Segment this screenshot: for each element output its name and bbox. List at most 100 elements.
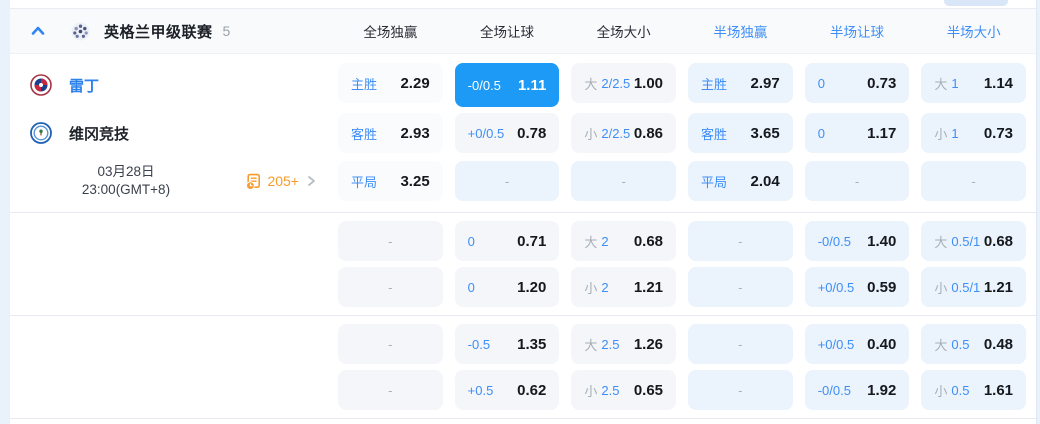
away-team-row: 维冈竞技 客胜 2.93 +0/0.5 0.78 小 2/2.5 0.86 客胜 … (10, 109, 1036, 157)
league-header-row: 英格兰甲级联赛 5 全场独赢 全场让球 全场大小 半场独赢 半场让球 半场大小 (10, 9, 1036, 54)
odds-cell[interactable]: 小 0.5 1.61 (921, 370, 1027, 410)
odds-value: 2.93 (400, 124, 430, 142)
odds-label: 0.5 (951, 336, 970, 352)
empty-odds: - (738, 279, 743, 295)
side-label: 小 (934, 126, 948, 142)
odds-label: 0 (817, 75, 825, 91)
col-header-ft-1x2: 全场独赢 (363, 25, 418, 40)
odds-value: 0.73 (867, 74, 897, 92)
empty-odds: - (738, 382, 743, 398)
odds-cell[interactable]: 0 1.20 (454, 267, 560, 307)
chevron-right-icon (304, 174, 318, 188)
odds-label: 主胜 (701, 76, 728, 92)
empty-odds: - (388, 279, 393, 295)
odds-value: 3.25 (400, 172, 430, 190)
col-header-ft-handicap: 全场让球 (480, 25, 534, 40)
odds-label: 2.5 (601, 336, 620, 352)
odds-cell-empty: - (688, 324, 793, 364)
odds-cell[interactable]: 主胜 2.29 (338, 63, 443, 103)
odds-cell-selected[interactable]: -0/0.5 1.11 (454, 63, 560, 107)
empty-odds: - (854, 173, 860, 189)
odds-value: 3.65 (750, 124, 780, 142)
home-team-name[interactable]: 雷丁 (69, 77, 100, 95)
odds-label: 2/2.5 (601, 125, 631, 141)
odds-value: 2.04 (750, 172, 780, 190)
league-match-count: 5 (222, 23, 231, 39)
empty-odds: - (388, 336, 393, 352)
odds-cell[interactable]: 大 0.5 0.48 (921, 324, 1027, 364)
odds-cell[interactable]: 平局 3.25 (338, 161, 443, 201)
match-datetime: 03月28日 23:00(GMT+8) (60, 163, 192, 199)
odds-row: - -0.5 1.35 大 2.5 1.26 - +0/0.5 0.40 大 0.5… (10, 321, 1036, 367)
odds-label: 2 (601, 279, 609, 295)
odds-cell[interactable]: 大 2.5 1.26 (571, 324, 677, 364)
side-label: 小 (934, 280, 948, 296)
league-logo-icon (70, 21, 91, 42)
odds-cell[interactable]: +0.5 0.62 (454, 370, 560, 410)
odds-cell[interactable]: -0.5 1.35 (454, 324, 560, 364)
odds-cell[interactable]: -0/0.5 1.92 (804, 370, 910, 410)
odds-label: 0 (467, 233, 475, 249)
odds-label: +0/0.5 (817, 336, 855, 352)
empty-odds: - (738, 233, 743, 249)
empty-odds: - (504, 173, 510, 189)
odds-label: -0/0.5 (817, 233, 851, 249)
odds-cell[interactable]: +0/0.5 0.40 (804, 324, 910, 364)
collapse-chevron-up-icon[interactable] (28, 21, 48, 41)
more-markets-button[interactable]: 205+ (245, 173, 318, 190)
side-label: 大 (584, 234, 598, 250)
odds-cell-empty: - (804, 161, 910, 201)
odds-cell[interactable]: 小 2/2.5 0.86 (571, 113, 677, 153)
odds-cell[interactable]: 主胜 2.97 (688, 63, 793, 103)
empty-odds: - (388, 233, 393, 249)
odds-cell[interactable]: -0/0.5 1.40 (804, 221, 910, 261)
col-header-ht-1x2: 半场独赢 (713, 25, 768, 40)
odds-cell[interactable]: 0 1.17 (804, 113, 910, 153)
league-name: 英格兰甲级联赛 (104, 23, 213, 41)
odds-value: 1.11 (517, 76, 547, 94)
odds-label: 0.5 (951, 382, 970, 398)
odds-cell[interactable]: 小 2.5 0.65 (571, 370, 677, 410)
odds-cell[interactable]: 平局 2.04 (688, 161, 793, 201)
odds-value: 0.68 (633, 232, 664, 250)
odds-cell[interactable]: 大 0.5/1 0.68 (921, 221, 1027, 261)
odds-row: - +0.5 0.62 小 2.5 0.65 - -0/0.5 1.92 小 0.5… (10, 367, 1036, 413)
scroll-pill (944, 0, 1008, 6)
odds-label: +0.5 (467, 382, 494, 398)
side-label: 小 (584, 126, 598, 142)
odds-value: 0.78 (517, 124, 547, 142)
col-header-ht-handicap: 半场让球 (830, 25, 885, 40)
away-team-name[interactable]: 维冈竞技 (69, 125, 130, 143)
odds-cell[interactable]: 客胜 2.93 (338, 113, 443, 153)
card-bottom-border (10, 418, 1036, 419)
alt-odds-block-2: - -0.5 1.35 大 2.5 1.26 - +0/0.5 0.40 大 0.5… (10, 316, 1036, 418)
odds-cell[interactable]: 大 2/2.5 1.00 (571, 63, 677, 103)
odds-cell-empty: - (688, 221, 793, 261)
odds-cell[interactable]: 客胜 3.65 (688, 113, 793, 153)
odds-value: 1.92 (867, 381, 897, 399)
odds-label: 平局 (351, 174, 378, 190)
home-team-logo-icon (30, 74, 52, 96)
odds-value: 1.61 (983, 381, 1014, 399)
odds-label: 2 (601, 233, 609, 249)
odds-value: 0.68 (983, 232, 1014, 250)
odds-cell[interactable]: +0/0.5 0.78 (454, 113, 560, 153)
odds-value: 0.48 (983, 335, 1014, 353)
odds-value: 0.40 (867, 335, 897, 353)
side-label: 小 (934, 383, 948, 399)
section-divider (10, 212, 1036, 213)
odds-value: 2.97 (750, 74, 780, 92)
col-header-ht-overunder: 半场大小 (946, 25, 1001, 40)
odds-label: 2/2.5 (601, 75, 631, 91)
odds-label: 客胜 (701, 126, 728, 142)
odds-cell[interactable]: 0 0.73 (804, 63, 910, 103)
odds-cell[interactable]: +0/0.5 0.59 (804, 267, 910, 307)
odds-cell[interactable]: 小 0.5/1 1.21 (921, 267, 1027, 307)
odds-cell[interactable]: 0 0.71 (454, 221, 560, 261)
